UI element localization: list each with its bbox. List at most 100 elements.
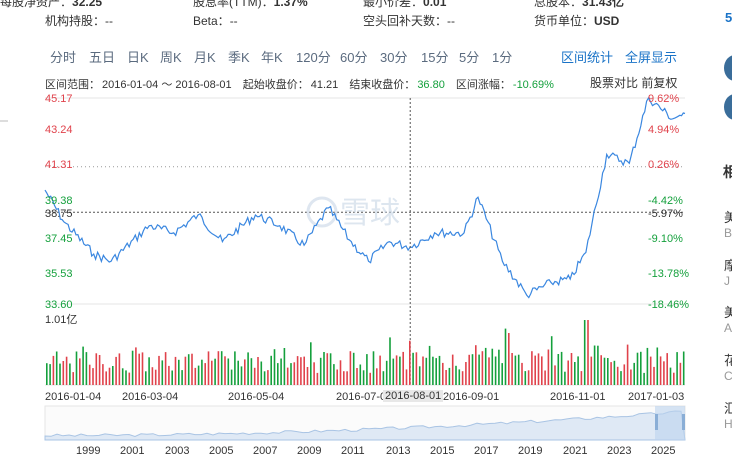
- stock-chart[interactable]: 雪球 45.17 43.24 41.31 39.38 38.75 37.45 3…: [0, 88, 732, 466]
- volume-bar: [550, 336, 553, 385]
- volume-bar: [108, 367, 111, 385]
- volume-bar: [128, 372, 131, 385]
- volume-bar: [283, 348, 286, 385]
- volume-bar: [273, 349, 276, 385]
- volume-bar: [531, 351, 533, 385]
- volume-bar: [432, 356, 434, 385]
- volume-bar: [296, 356, 299, 385]
- volume-bar: [98, 355, 101, 385]
- range-change-label: 区间涨幅：: [455, 79, 511, 91]
- volume-bar: [49, 364, 51, 385]
- avatar[interactable]: [724, 55, 732, 81]
- volume-bar: [329, 353, 332, 385]
- volume-bar: [339, 360, 342, 385]
- navigator-year: 2025: [651, 445, 676, 457]
- tab-1min[interactable]: 1分: [492, 50, 513, 65]
- volume-bar: [379, 355, 381, 385]
- navigator-year: 2013: [386, 445, 411, 457]
- volume-bar: [640, 351, 642, 385]
- tab-30min[interactable]: 30分: [380, 50, 408, 65]
- volume-bar: [115, 356, 117, 385]
- volume-bar: [356, 368, 358, 385]
- volume-bar: [560, 351, 563, 385]
- volume-bar: [72, 372, 74, 385]
- range-stats-link[interactable]: 区间统计: [561, 50, 614, 65]
- volume-bar: [461, 371, 464, 385]
- volume-bar: [174, 356, 177, 385]
- tab-month-k[interactable]: 月K: [194, 50, 216, 65]
- volume-bar: [428, 345, 431, 385]
- volume-bar: [649, 356, 652, 385]
- tab-120min[interactable]: 120分: [296, 50, 331, 65]
- tab-quarter-k[interactable]: 季K: [228, 50, 250, 65]
- sidebar-number: 5: [725, 10, 732, 25]
- volume-bar: [409, 340, 411, 385]
- y-tick-label: 33.60: [45, 299, 73, 311]
- volume-bar: [445, 370, 447, 385]
- volume-bar: [191, 353, 193, 385]
- navigator-year: 2023: [607, 445, 632, 457]
- volume-bar: [564, 371, 566, 385]
- volume-bar: [524, 371, 527, 385]
- volume-bar: [656, 347, 659, 385]
- volume-bar: [46, 363, 48, 385]
- y-pct-label: -4.42%: [648, 195, 683, 207]
- volume-bar: [382, 371, 385, 385]
- sidebar-item[interactable]: 美: [724, 305, 732, 320]
- volume-bar: [613, 360, 616, 385]
- y-tick-label: 41.31: [45, 159, 73, 171]
- navigator-handle-left: [655, 414, 658, 430]
- volume-bar: [402, 351, 404, 385]
- tab-60min[interactable]: 60分: [340, 50, 368, 65]
- volume-bar: [310, 342, 312, 385]
- end-close-label: 结束收盘价：: [349, 79, 416, 91]
- volume-bar: [369, 372, 371, 385]
- volume-bar: [121, 368, 124, 385]
- sidebar-item[interactable]: 汇: [724, 401, 732, 416]
- volume-bar: [105, 371, 107, 385]
- sidebar-item-sub: J: [724, 274, 730, 288]
- chart-canvas[interactable]: 雪球: [0, 88, 732, 466]
- volume-bar: [630, 369, 632, 385]
- navigator-year: 2015: [430, 445, 455, 457]
- volume-bar: [415, 352, 418, 385]
- tab-5min[interactable]: 5分: [459, 50, 480, 65]
- fullscreen-link[interactable]: 全屏显示: [625, 50, 678, 65]
- volume-bar: [204, 363, 206, 385]
- sidebar-item[interactable]: 美: [724, 210, 732, 225]
- tab-week-k[interactable]: 周K: [160, 50, 182, 65]
- volume-bar: [557, 354, 560, 385]
- volume-bar: [237, 360, 239, 385]
- sidebar-item[interactable]: 花: [724, 353, 732, 368]
- volume-bar: [616, 366, 619, 385]
- volume-bar: [359, 364, 362, 385]
- navigator-year: 2021: [563, 445, 588, 457]
- volume-bar: [534, 355, 536, 385]
- volume-bar: [343, 371, 345, 385]
- volume-bar: [326, 353, 329, 385]
- volume-bar: [227, 358, 230, 385]
- volume-bar: [55, 351, 58, 385]
- volume-bar: [590, 356, 593, 385]
- volume-bar: [567, 360, 569, 385]
- x-tick-label: 2016-01-04: [45, 391, 102, 403]
- volume-bar: [570, 353, 573, 385]
- tab-15min[interactable]: 15分: [421, 50, 449, 65]
- volume-bar: [544, 370, 546, 385]
- avatar[interactable]: [724, 94, 732, 120]
- tab-year-k[interactable]: 年K: [261, 50, 283, 65]
- tab-day-k[interactable]: 日K: [127, 50, 149, 65]
- y-tick-label: 45.17: [45, 93, 73, 105]
- volume-bar: [673, 372, 675, 385]
- tab-five-day[interactable]: 五日: [89, 50, 116, 65]
- volume-bar: [442, 362, 444, 385]
- volume-bar: [603, 357, 606, 385]
- tab-timeshare[interactable]: 分时: [50, 50, 77, 65]
- volume-bar: [82, 346, 84, 385]
- compare-adjust-controls[interactable]: 股票对比 前复权: [590, 76, 678, 90]
- sidebar-item[interactable]: 摩: [724, 258, 732, 273]
- volume-bar: [95, 353, 98, 385]
- x-tick-label: 2016-09-01: [443, 391, 500, 403]
- volume-bar: [517, 354, 520, 385]
- volume-bar: [676, 352, 678, 385]
